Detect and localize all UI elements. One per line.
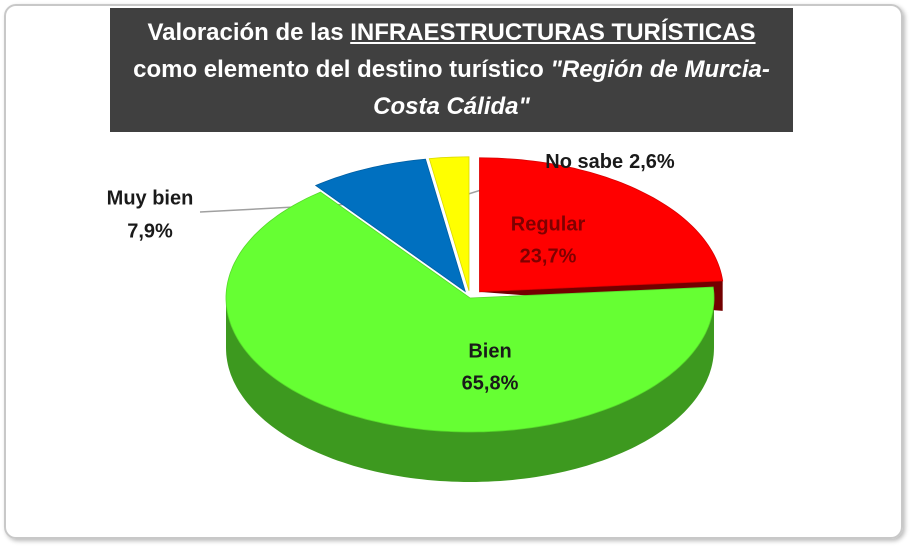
data-label: 7,9% <box>127 220 173 242</box>
category-label: Bien <box>468 340 511 362</box>
data-label: No sabe 2,6% <box>545 151 675 173</box>
chart-panel <box>4 4 903 539</box>
data-label: 2,6% <box>629 151 675 173</box>
category-label: Muy bien <box>107 187 194 209</box>
slice <box>314 158 466 293</box>
category-label: No sabe <box>545 151 623 173</box>
category-label: Regular <box>511 213 586 235</box>
title-part: INFRAESTRUCTURAS TURÍSTICAS <box>350 19 756 46</box>
slice <box>428 156 470 291</box>
title-part: como elemento del destino turístico <box>133 56 544 83</box>
data-label: 65,8% <box>462 372 519 394</box>
slice-side <box>226 298 714 482</box>
chart-title: Valoración de las INFRAESTRUCTURAS TURÍS… <box>110 8 793 132</box>
title-part: Valoración de las <box>147 19 344 46</box>
slice <box>225 191 715 433</box>
title-part: "Región de Murcia- Costa Cálida" <box>373 56 770 120</box>
slice <box>479 157 724 293</box>
data-label: 23,7% <box>520 245 577 267</box>
